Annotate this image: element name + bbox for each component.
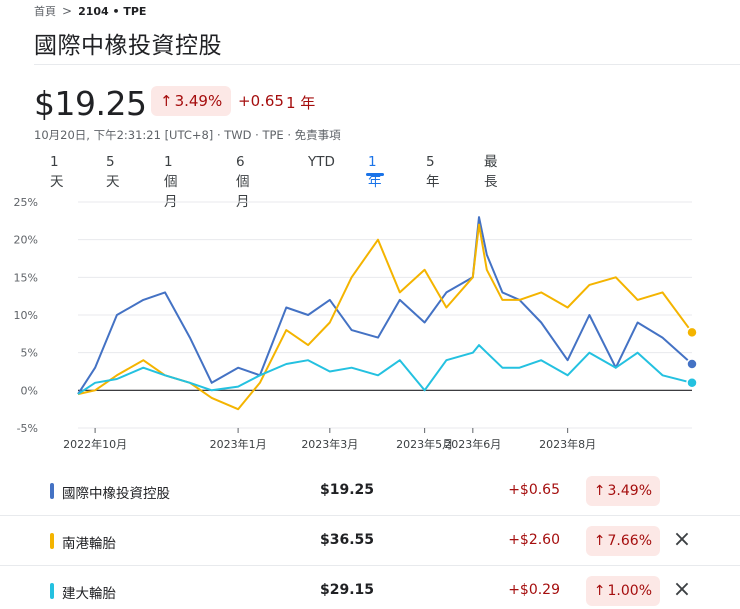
arrow-up-icon: ↑ [160,92,173,110]
series-change-percent: 1.00% [607,583,652,599]
series-price: $29.15 [319,582,374,598]
series-line-2 [77,344,693,395]
arrow-up-icon: ↑ [593,483,606,499]
series-price: $19.25 [319,482,374,498]
series-change-absolute: +$0.65 [508,482,560,498]
y-tick-label: 0% [21,384,38,397]
y-tick-label: 20% [14,234,38,247]
series-change-badge: ↑ 1.00% [585,576,660,606]
series-change-percent: 7.66% [607,533,652,549]
tab-range-2[interactable]: 1 個月 [164,154,178,210]
x-tick-label: 2023年6月 [444,437,501,451]
remove-comparison-button[interactable]: × [672,577,692,602]
series-line-0 [77,216,693,395]
comparison-row[interactable]: 南港輪胎 $36.55 +$2.60 ↑ 7.66% × [0,516,740,566]
change-absolute: +0.65 [238,92,284,110]
tab-range-7[interactable]: 最長 [484,154,498,190]
tab-range-3[interactable]: 6 個月 [236,154,250,210]
x-tick-label: 2023年3月 [301,437,358,451]
series-line-1 [77,223,693,411]
breadcrumb: 首頁 > 2104 • TPE [34,3,146,19]
tab-range-1[interactable]: 5 天 [106,154,120,190]
arrow-up-icon: ↑ [593,533,606,549]
comparison-row[interactable]: 建大輪胎 $29.15 +$0.29 ↑ 1.00% × [0,566,740,609]
series-change-absolute: +$0.29 [508,582,560,598]
series-end-point-1 [686,326,698,339]
y-tick-label: 10% [14,309,38,322]
y-tick-label: 15% [14,271,38,284]
series-end-point-0 [686,358,698,370]
tab-range-6[interactable]: 5 年 [426,154,440,190]
series-change-badge: ↑ 7.66% [585,526,660,556]
comparison-list: 國際中橡投資控股 $19.25 +$0.65 ↑ 3.49% 南港輪胎 $36.55 +$2.… [0,466,740,609]
series-name: 國際中橡投資控股 [62,486,170,502]
change-percent-badge: ↑ 3.49% [151,86,232,116]
remove-comparison-button[interactable]: × [672,527,692,552]
series-price: $36.55 [319,532,374,548]
change-period: 1 年 [286,94,316,112]
price-chart[interactable]: 25% 20% 15% 10% 5% 0% -5% 2022年10月 2023年1月 2023年3… [0,188,740,458]
x-tick-label: 2023年5月 [396,437,453,451]
tab-range-5[interactable]: 1 年 [366,154,383,190]
chevron-right-icon: > [62,4,73,18]
series-change-percent: 3.49% [607,483,652,499]
comparison-row[interactable]: 國際中橡投資控股 $19.25 +$0.65 ↑ 3.49% [0,466,740,516]
series-color-swatch [50,533,54,549]
page-title: 國際中橡投資控股 [34,33,222,59]
arrow-up-icon: ↑ [593,583,606,599]
tab-range-0[interactable]: 1 天 [50,154,64,190]
y-tick-label: 5% [21,347,38,360]
x-tick-label: 2023年1月 [210,437,267,451]
series-change-absolute: +$2.60 [508,532,560,548]
current-price: $19.25 [34,84,147,123]
x-tick-label: 2023年8月 [539,437,596,451]
breadcrumb-current: 2104 • TPE [78,4,147,18]
quote-meta: 10月20日, 下午2:31:21 [UTC+8] · TWD · TPE · … [34,128,341,142]
breadcrumb-home[interactable]: 首頁 [34,5,56,18]
tab-range-4[interactable]: YTD [308,154,335,170]
x-tick-label: 2022年10月 [63,437,127,451]
y-tick-label: 25% [14,196,38,209]
title-divider [34,64,740,65]
series-color-swatch [50,483,54,499]
series-name: 建大輪胎 [62,586,116,602]
series-change-badge: ↑ 3.49% [585,476,660,506]
series-color-swatch [50,583,54,599]
series-name: 南港輪胎 [62,536,116,552]
y-tick-label: -5% [17,422,38,435]
series-end-point-2 [686,377,698,389]
change-percent: 3.49% [174,92,223,110]
